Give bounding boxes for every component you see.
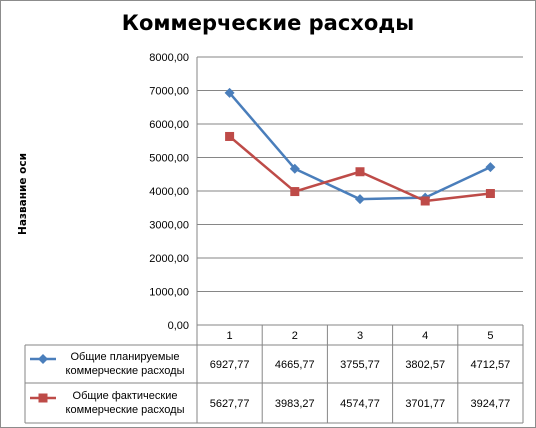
table-value: 4712,57 bbox=[471, 359, 511, 371]
x-tick-label: 3 bbox=[357, 330, 363, 342]
x-tick-label: 5 bbox=[487, 330, 493, 342]
table-value: 4665,77 bbox=[275, 359, 315, 371]
y-tick-label: 4000,00 bbox=[149, 186, 189, 198]
x-tick-label: 4 bbox=[422, 330, 428, 342]
data-point bbox=[289, 163, 300, 174]
y-tick-label: 2000,00 bbox=[149, 253, 189, 265]
y-tick-label: 1000,00 bbox=[149, 287, 189, 299]
chart-title: Коммерческие расходы bbox=[121, 11, 415, 35]
y-tick-label: 0,00 bbox=[168, 320, 189, 332]
y-tick-label: 6000,00 bbox=[149, 119, 189, 131]
table-value: 6927,77 bbox=[210, 359, 250, 371]
legend-label: коммерческие расходы bbox=[66, 365, 185, 377]
x-tick-label: 2 bbox=[292, 330, 298, 342]
y-tick-label: 7000,00 bbox=[149, 86, 189, 98]
x-tick-label: 1 bbox=[227, 330, 233, 342]
legend-label: Общие планируемые bbox=[70, 351, 179, 363]
data-point bbox=[355, 167, 365, 177]
y-tick-label: 3000,00 bbox=[149, 220, 189, 232]
table-value: 5627,77 bbox=[210, 398, 250, 410]
table-value: 3802,57 bbox=[405, 359, 445, 371]
legend-label: коммерческие расходы bbox=[66, 404, 185, 416]
data-point bbox=[420, 196, 430, 206]
table-value: 3755,77 bbox=[340, 359, 380, 371]
data-point bbox=[224, 87, 235, 98]
table-value: 3701,77 bbox=[405, 398, 445, 410]
legend-marker bbox=[38, 393, 48, 403]
table-value: 3924,77 bbox=[471, 398, 511, 410]
legend-marker bbox=[38, 354, 48, 364]
data-point bbox=[485, 189, 495, 199]
y-tick-label: 8000,00 bbox=[149, 52, 189, 64]
data-point bbox=[225, 131, 235, 141]
series-line bbox=[228, 92, 491, 201]
data-point bbox=[485, 162, 496, 173]
y-tick-label: 5000,00 bbox=[149, 153, 189, 165]
table-value: 3983,27 bbox=[275, 398, 315, 410]
data-point bbox=[290, 187, 300, 197]
table-value: 4574,77 bbox=[340, 398, 380, 410]
data-point bbox=[355, 194, 365, 205]
legend-label: Общие фактические bbox=[73, 390, 178, 402]
